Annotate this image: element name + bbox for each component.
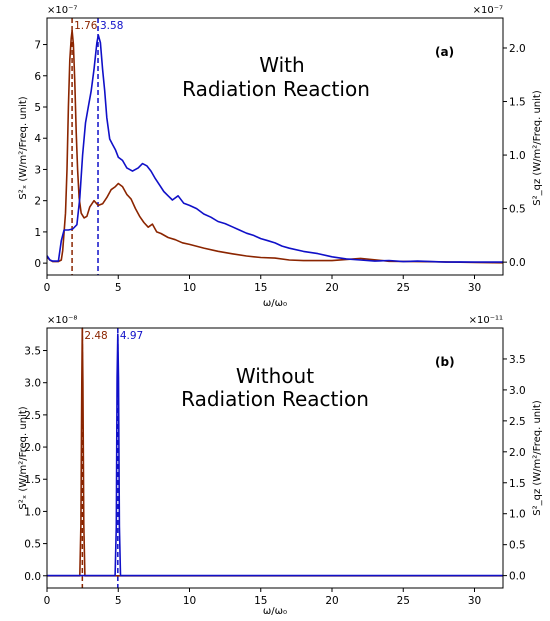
x-tick-label-a-0: 0 <box>44 282 51 294</box>
y-right-tick-label-b-5: 2.5 <box>509 416 526 428</box>
series-line-a-right <box>46 34 503 263</box>
left-multiplier-a: ×10⁻⁷ <box>47 5 77 16</box>
right-multiplier-a: ×10⁻⁷ <box>473 5 503 16</box>
y-left-tick-label-b-5: 2.5 <box>24 410 41 422</box>
y-right-tick-label-b-6: 3.0 <box>509 385 526 397</box>
plot-frame-b <box>46 327 504 589</box>
right-multiplier-b: ×10⁻¹¹ <box>469 315 503 326</box>
y-right-tick-label-a-3: 1.5 <box>509 97 526 109</box>
annotation-line2-b: Radiation Reaction <box>181 387 369 411</box>
y-left-tick-label-b-4: 2.0 <box>24 442 41 454</box>
peak-label-a-1: 3.58 <box>100 20 123 32</box>
y-left-tick-label-a-1: 1 <box>34 227 41 239</box>
y-right-tick-label-b-4: 2.0 <box>509 447 526 459</box>
plot-frame-a <box>46 17 504 276</box>
x-tick-label-a-2: 10 <box>183 282 196 294</box>
x-tick-label-a-5: 25 <box>397 282 410 294</box>
panel-a: ×10⁻⁷ ×10⁻⁷ With Radiation Reaction (a) … <box>18 5 543 309</box>
y-axis-label-right-b: S²_qz (W/m²/Freq. unit) <box>532 400 543 516</box>
x-tick-label-b-6: 30 <box>468 595 481 607</box>
y-axis-label-left-b: S²ₓ (W/m²/Freq. unit) <box>18 406 29 509</box>
y-axis-label-right-a: S²_qz (W/m²/Freq. unit) <box>532 90 543 206</box>
y-left-tick-label-b-0: 0.0 <box>24 571 41 583</box>
y-left-tick-label-a-2: 2 <box>34 196 41 208</box>
x-tick-label-b-3: 15 <box>254 595 267 607</box>
annotation-line2-a: Radiation Reaction <box>182 77 370 101</box>
peak-label-a-0: 1.76 <box>74 20 98 32</box>
y-right-tick-label-b-3: 1.5 <box>509 478 526 490</box>
y-right-tick-label-a-4: 2.0 <box>509 43 526 55</box>
peak-label-b-1: 4.97 <box>120 330 143 342</box>
y-left-tick-label-b-1: 0.5 <box>24 539 41 551</box>
y-right-tick-label-b-0: 0.0 <box>509 571 526 583</box>
y-left-tick-label-a-6: 6 <box>34 71 41 83</box>
y-left-tick-label-a-5: 5 <box>34 102 41 114</box>
series-line-a-left <box>46 29 504 264</box>
panel-label-b: (b) <box>435 355 455 369</box>
x-axis-label-a: ω/ω₀ <box>263 298 287 309</box>
y-left-tick-label-b-3: 1.5 <box>24 474 41 486</box>
peak-label-b-0: 2.48 <box>84 330 107 342</box>
y-left-tick-label-b-6: 3.0 <box>24 378 41 390</box>
y-right-tick-label-a-2: 1.0 <box>509 150 526 162</box>
left-multiplier-b: ×10⁻⁸ <box>47 315 77 326</box>
x-tick-label-b-2: 10 <box>183 595 196 607</box>
x-tick-label-a-3: 15 <box>254 282 267 294</box>
annotation-line1-a: With <box>259 53 304 77</box>
y-right-tick-label-b-1: 0.5 <box>509 540 526 552</box>
x-tick-label-b-0: 0 <box>44 595 51 607</box>
y-left-tick-label-a-3: 3 <box>34 164 41 176</box>
x-tick-label-b-4: 20 <box>325 595 338 607</box>
y-left-tick-label-b-2: 1.0 <box>24 506 41 518</box>
panel-label-a: (a) <box>435 45 454 59</box>
x-tick-label-a-1: 5 <box>115 282 122 294</box>
x-tick-label-b-5: 25 <box>397 595 410 607</box>
annotation-line1-b: Without <box>236 364 314 388</box>
y-left-tick-label-a-7: 7 <box>34 40 41 52</box>
panel-b: ×10⁻⁸ ×10⁻¹¹ Without Radiation Reaction … <box>18 315 543 617</box>
y-left-tick-label-a-4: 4 <box>34 133 41 145</box>
y-axis-label-left-a: S²ₓ (W/m²/Freq. unit) <box>18 96 29 199</box>
y-right-tick-label-b-2: 1.0 <box>509 509 526 521</box>
x-tick-label-a-4: 20 <box>325 282 338 294</box>
y-left-tick-label-b-7: 3.5 <box>24 346 41 358</box>
series-line-b-right <box>47 333 503 577</box>
y-left-tick-label-a-0: 0 <box>34 258 41 270</box>
y-right-tick-label-a-0: 0.0 <box>509 257 526 269</box>
x-tick-label-a-6: 30 <box>468 282 481 294</box>
x-axis-label-b: ω/ω₀ <box>263 606 287 617</box>
y-right-tick-label-a-1: 0.5 <box>509 204 526 216</box>
x-tick-label-b-1: 5 <box>115 595 122 607</box>
plot-a: 1.76 3.58 0 5 10 15 20 25 30 0 1 2 3 4 5 6 7 0.0 0.5 1.0 1.5… <box>34 17 526 294</box>
y-right-tick-label-b-7: 3.5 <box>509 354 526 366</box>
plot-b: 2.48 4.97 0 5 10 15 20 25 30 0.0 0.5 1.0 1.5 2.0 2.5 3.… <box>24 327 526 607</box>
